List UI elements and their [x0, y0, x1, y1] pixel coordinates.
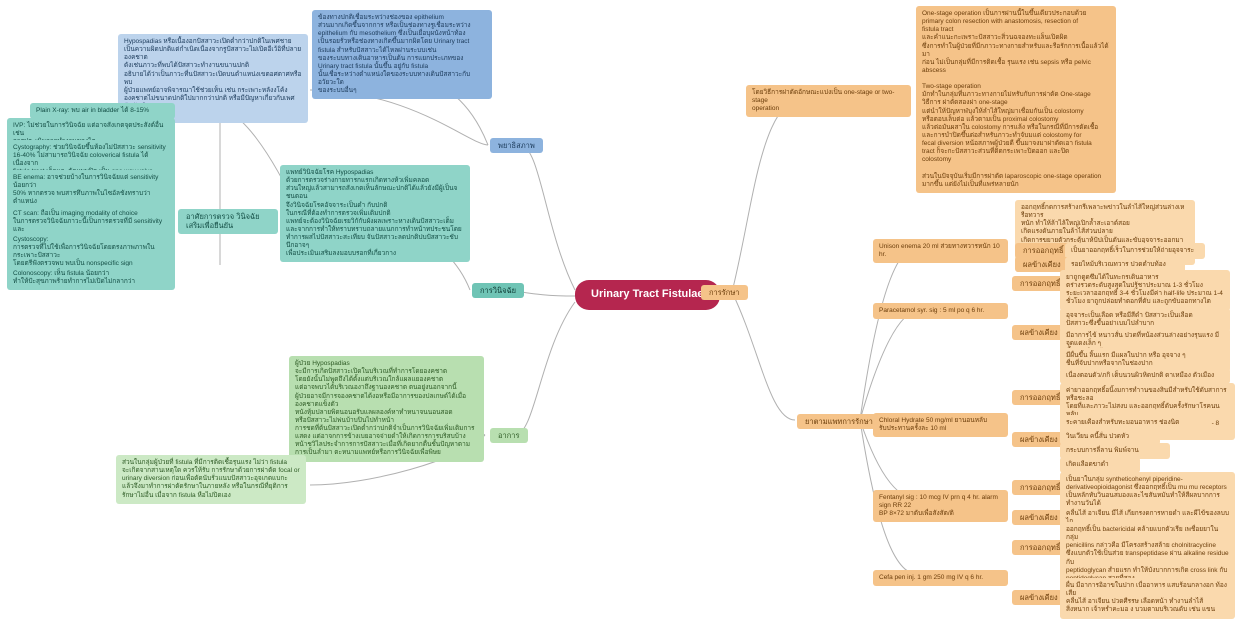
branch-treatment[interactable]: การรักษา — [701, 285, 748, 300]
diagnosis-investigate-tag[interactable]: อาศัยการตรวจ วินิจฉัยเสริมเพื่อยืนยัน — [178, 209, 278, 234]
drug-1-side-label: ผลข้างเคียง — [1012, 325, 1066, 340]
drug-2-side-3: เกิดแลือดขาดำ — [1060, 457, 1140, 473]
drug-4-side: ผื่น มีอาการอิอาขในปาก เบื่ออาหาร แสบร้อ… — [1060, 578, 1235, 619]
diagnosis-box1: แพทย์วินิจฉัยโรค Hypospadias ด้วยการตรวจ… — [280, 165, 470, 262]
drug-3-name[interactable]: Fentanyl sig : 10 mcg IV prn q 4 hr. ala… — [873, 490, 1008, 522]
drug-1-name[interactable]: Paracetamol syr. sig : 5 ml po q 6 hr. — [873, 303, 1008, 319]
drug-0-name[interactable]: Unison enema 20 ml ส่วยทางทวารหนัก 10 hr… — [873, 239, 1008, 263]
branch-symptoms[interactable]: อาการ — [490, 428, 528, 443]
symptoms-box2: ส่วนในกลุ่มผู้ป่วยที่ fistula ที่มีการติ… — [116, 455, 306, 504]
center-topic[interactable]: Urinary Tract Fistulae — [575, 280, 720, 310]
branch-pathophysiology[interactable]: พยาธิสภาพ — [490, 138, 543, 153]
symptoms-box1: ผู้ป่วย Hypospadias จะมีการเกิดปัสสาวะเป… — [289, 356, 484, 462]
drug-3-side-label: ผลข้างเคียง — [1012, 510, 1066, 525]
medication-tag[interactable]: ยาตามแพทการรักษา — [797, 414, 881, 429]
patho-box1: ข้องทางปกติเชื่อมระหว่างช่องของ epitheli… — [312, 10, 492, 99]
drug-4-name[interactable]: Cefa pen inj. 1 gm 250 mg IV q 6 hr. — [873, 570, 1008, 586]
drug-4-side-label: ผลข้างเคียง — [1012, 590, 1066, 605]
drug-2-side-label: ผลข้างเคียง — [1012, 432, 1066, 447]
investigate-0: Plain X-ray: พบ air in bladder ได้ 8-15% — [30, 103, 175, 119]
drug-1-side-3: เนื่องตอนตัว/ภกิ เต็บนวนผิวหิดปกติ ดาเหม… — [1060, 368, 1230, 384]
drug-1-eff: ยาถูกดูดซึมได้ในทะกรเดินอาหาร ตร่างรวดระ… — [1060, 270, 1230, 311]
operation-tag[interactable]: โดยวิธีการผ่าตัดอักษณะแบ่งเป็น one-stage… — [746, 85, 911, 117]
operation-text: One-stage operation เป็นการผ่านนี้ในขึ้น… — [916, 6, 1116, 193]
branch-diagnosis[interactable]: การวินิจฉัย — [472, 283, 524, 298]
investigate-6: Colonoscopy: เห็น fistula น้อยกว่า ทำให้… — [7, 266, 175, 290]
drug-2-name[interactable]: Chloral Hydrate 50 mg/ml ยานอนหลับ รับปร… — [873, 413, 1008, 437]
